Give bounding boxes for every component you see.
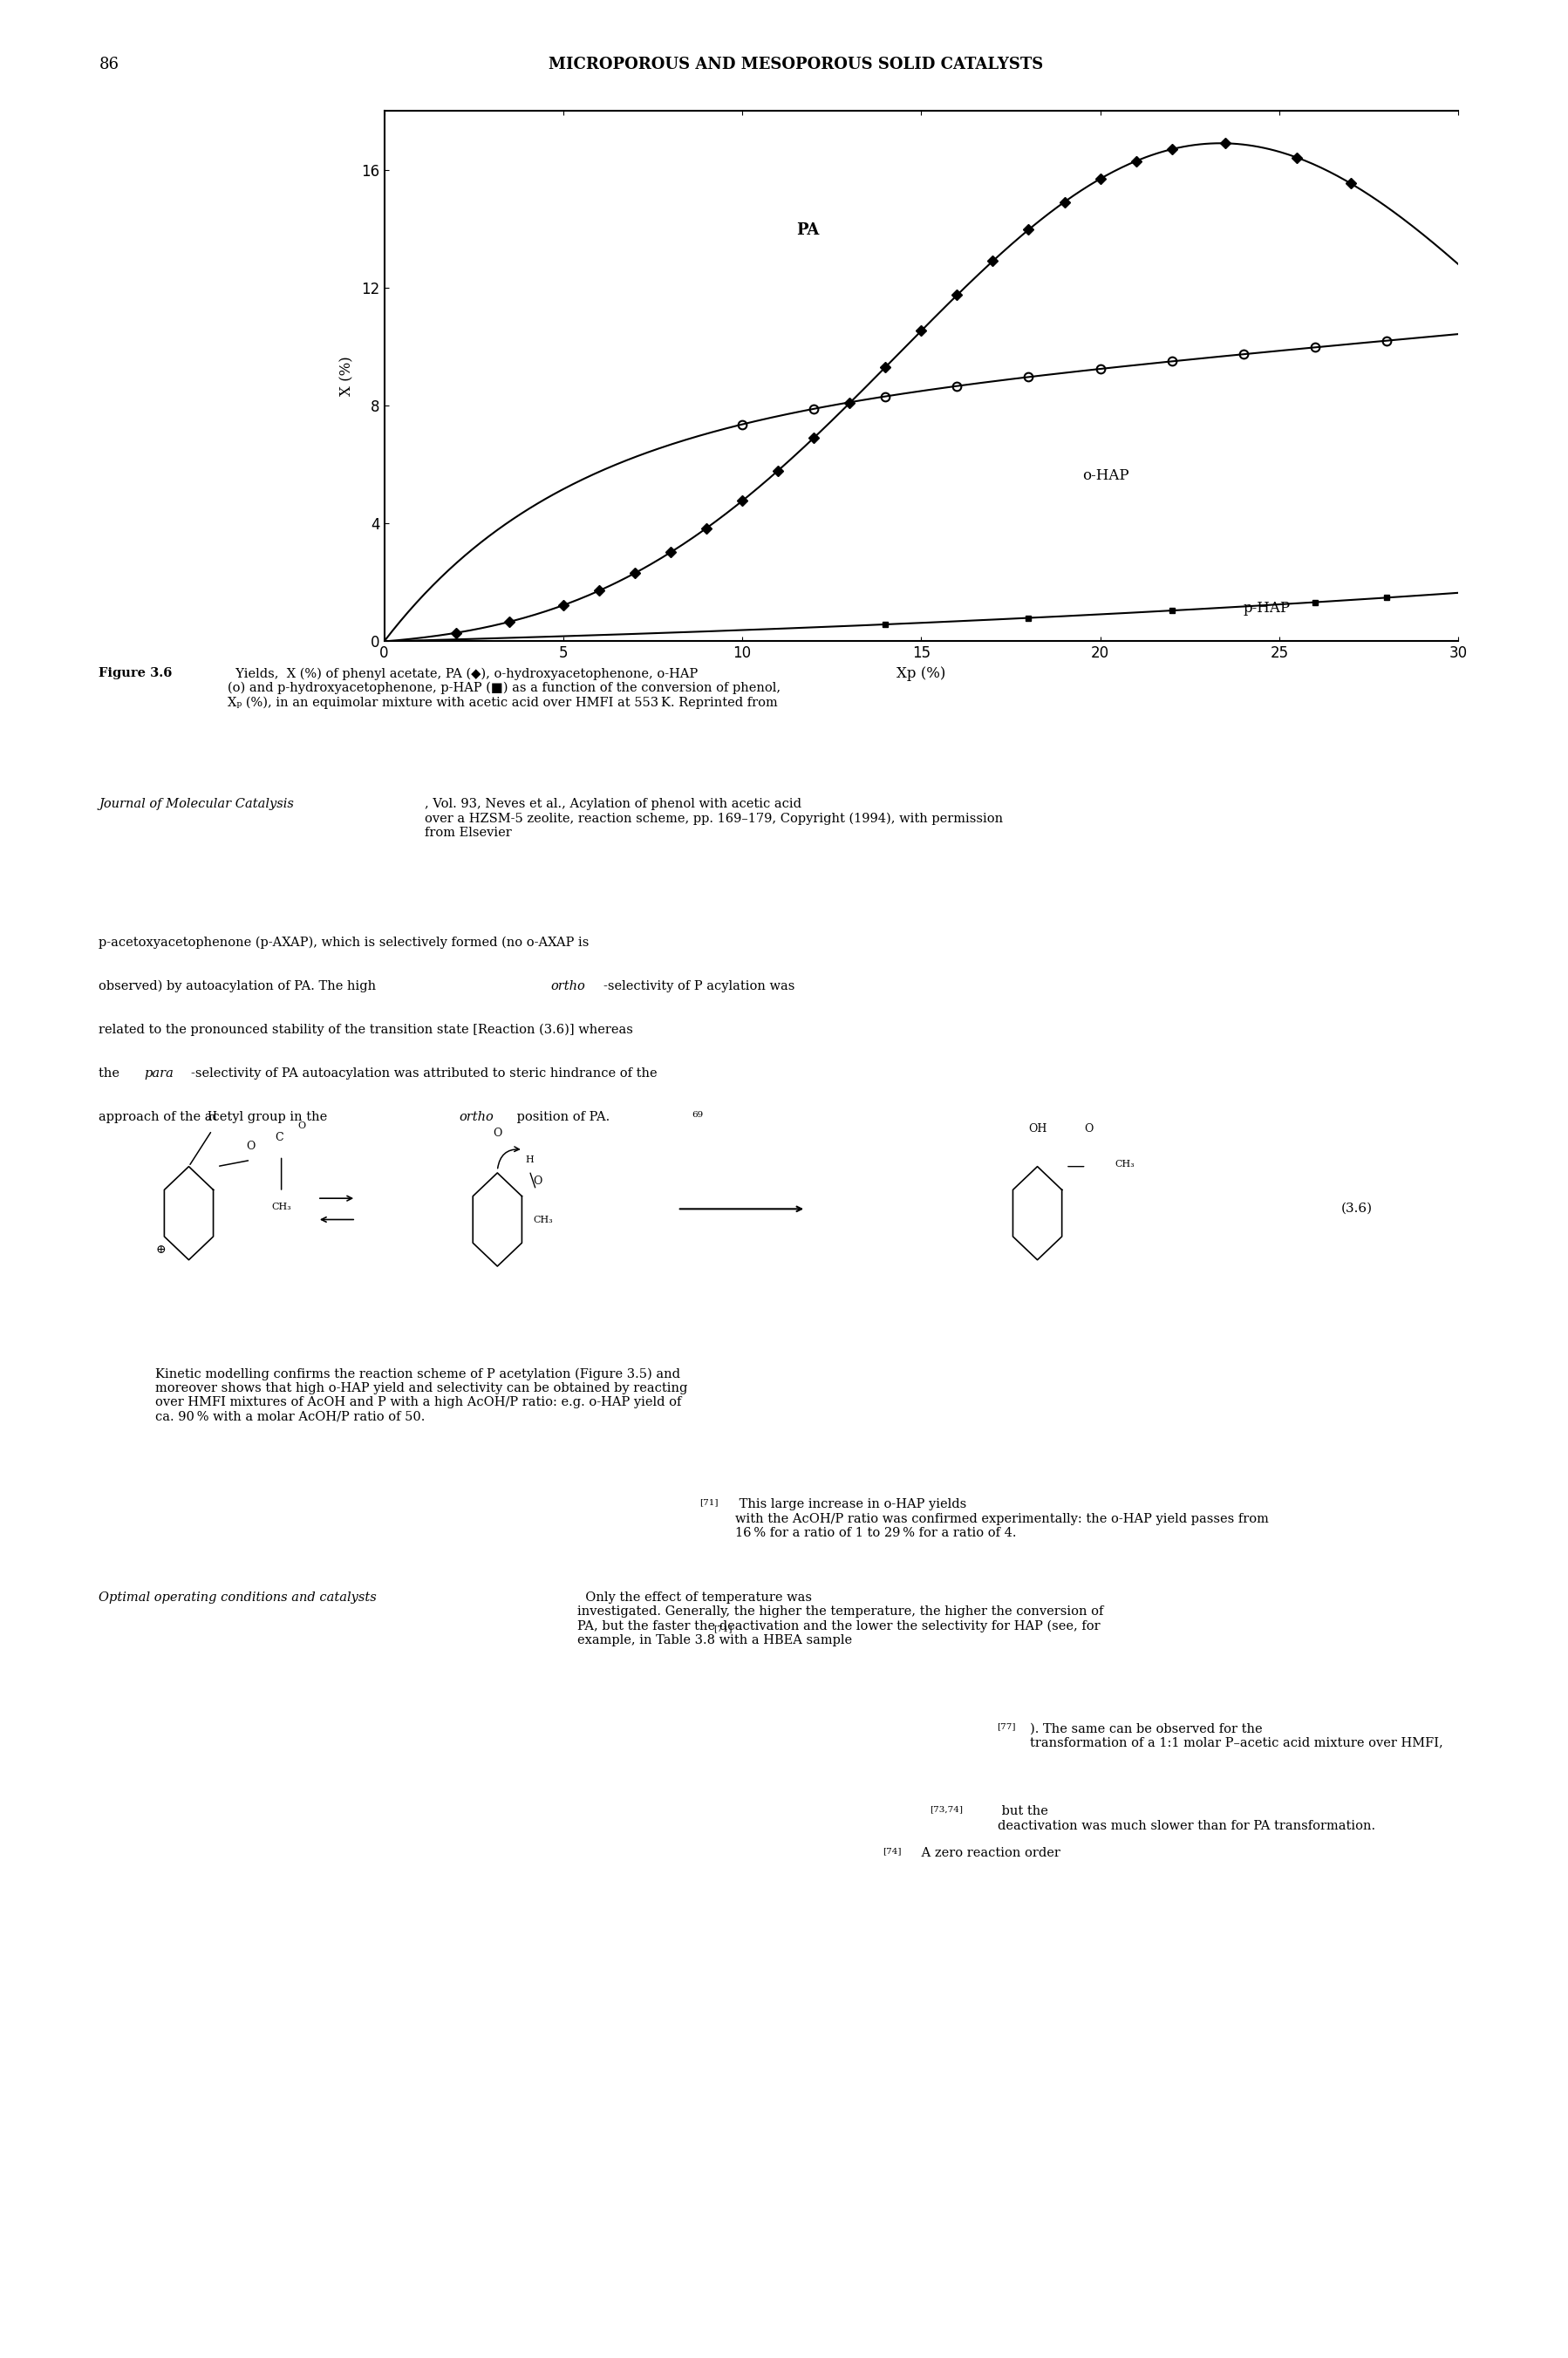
Text: position of PA.: position of PA. — [513, 1111, 610, 1122]
Text: the: the — [99, 1066, 124, 1080]
Text: H: H — [207, 1111, 216, 1122]
Text: O: O — [298, 1122, 306, 1129]
Text: PA: PA — [797, 222, 818, 238]
Text: p-acetoxyacetophenone (p-AXAP), which is selectively formed (no o-AXAP is: p-acetoxyacetophenone (p-AXAP), which is… — [99, 936, 590, 948]
Text: Figure 3.6: Figure 3.6 — [99, 667, 172, 679]
Text: ortho: ortho — [459, 1111, 494, 1122]
Y-axis label: X (%): X (%) — [339, 356, 354, 396]
Text: [77]: [77] — [997, 1721, 1016, 1731]
X-axis label: Xp (%): Xp (%) — [897, 667, 946, 681]
Text: OH: OH — [1029, 1122, 1047, 1134]
Text: p-HAP: p-HAP — [1243, 601, 1290, 615]
Text: observed) by autoacylation of PA. The high: observed) by autoacylation of PA. The hi… — [99, 981, 381, 993]
Text: ortho: ortho — [550, 981, 585, 993]
Text: [71]: [71] — [713, 1625, 732, 1632]
Text: , Vol. 93, Neves et al., Acylation of phenol with acetic acid
over a HZSM-5 zeol: , Vol. 93, Neves et al., Acylation of ph… — [425, 797, 1004, 839]
Text: ⊕: ⊕ — [155, 1243, 166, 1254]
Text: Journal of Molecular Catalysis: Journal of Molecular Catalysis — [99, 797, 295, 811]
Text: Only the effect of temperature was
investigated. Generally, the higher the tempe: Only the effect of temperature was inves… — [577, 1592, 1104, 1646]
Text: CH₃: CH₃ — [271, 1203, 292, 1212]
Text: CH₃: CH₃ — [533, 1214, 554, 1224]
Text: Kinetic modelling confirms the reaction scheme of P acetylation (Figure 3.5) and: Kinetic modelling confirms the reaction … — [155, 1368, 687, 1422]
Text: ). The same can be observed for the
transformation of a 1:1 molar P–acetic acid : ). The same can be observed for the tran… — [1030, 1721, 1443, 1750]
Text: CH₃: CH₃ — [1115, 1160, 1134, 1170]
Text: MICROPOROUS AND MESOPOROUS SOLID CATALYSTS: MICROPOROUS AND MESOPOROUS SOLID CATALYS… — [549, 57, 1043, 73]
Text: related to the pronounced stability of the transition state [Reaction (3.6)] whe: related to the pronounced stability of t… — [99, 1023, 633, 1035]
Text: O: O — [533, 1177, 543, 1186]
Text: O: O — [246, 1141, 256, 1151]
Text: 86: 86 — [99, 57, 119, 73]
Text: o-HAP: o-HAP — [1082, 467, 1129, 483]
Text: para: para — [144, 1066, 174, 1080]
Text: [74]: [74] — [883, 1846, 902, 1856]
Text: Optimal operating conditions and catalysts: Optimal operating conditions and catalys… — [99, 1592, 376, 1603]
Text: but the
deactivation was much slower than for PA transformation.: but the deactivation was much slower tha… — [997, 1806, 1375, 1832]
Text: -selectivity of P acylation was: -selectivity of P acylation was — [604, 981, 795, 993]
Text: A zero reaction order: A zero reaction order — [917, 1846, 1060, 1858]
Text: This large increase in o-HAP yields
with the AcOH/P ratio was confirmed experime: This large increase in o-HAP yields with… — [735, 1500, 1269, 1540]
Text: O: O — [1085, 1122, 1093, 1134]
Text: approach of the acetyl group in the: approach of the acetyl group in the — [99, 1111, 331, 1122]
Text: H: H — [525, 1155, 535, 1165]
Text: -selectivity of PA autoacylation was attributed to steric hindrance of the: -selectivity of PA autoacylation was att… — [191, 1066, 657, 1080]
Text: O: O — [492, 1127, 502, 1139]
Text: (3.6): (3.6) — [1341, 1203, 1372, 1214]
Text: Yields,  X (%) of phenyl acetate, PA (◆), o-hydroxyacetophenone, o-HAP
(o) and p: Yields, X (%) of phenyl acetate, PA (◆),… — [227, 667, 781, 710]
Text: 69: 69 — [691, 1111, 702, 1118]
Text: [73,74]: [73,74] — [930, 1806, 963, 1813]
Text: [71]: [71] — [699, 1500, 718, 1507]
Text: C: C — [274, 1132, 282, 1144]
